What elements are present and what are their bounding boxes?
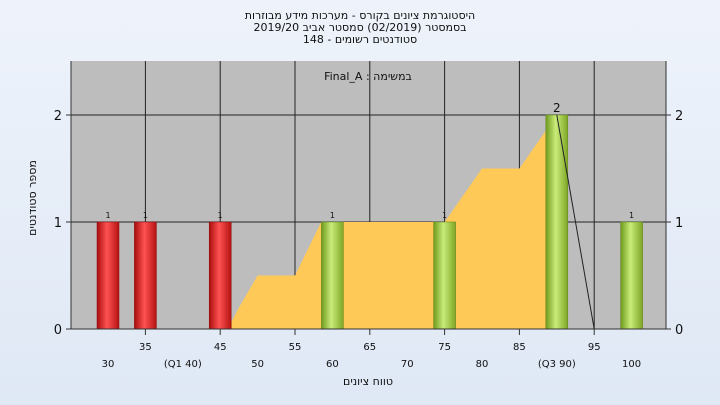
y-axis-left-ticks: 0 1 2 [54,109,71,338]
x-tick-label: 65 [363,342,376,353]
x-tick-label: 70 [401,359,414,370]
y-tick-label-right: 1 [675,216,683,231]
bar-group: 2 [545,101,569,330]
bar-group: 1 [433,211,456,330]
bar [134,221,157,330]
x-tick-label: 100 [622,359,641,370]
bar-data-label: 1 [629,211,634,220]
bar [545,114,569,330]
bar-group: 1 [96,211,120,330]
trend-line [556,114,595,330]
y-axis-label: מספר סטודנטים [26,160,39,236]
bar-group: 1 [208,211,232,330]
x-tick-label: 95 [588,342,601,353]
x-tick-label: 35 [139,342,152,353]
x-tick-label: 80 [476,359,489,370]
bar [433,221,456,330]
bar-group: 1 [321,211,344,330]
bar-data-label: 1 [442,211,447,220]
x-tick-label: 45 [214,342,227,353]
bar-data-label: 1 [218,211,223,220]
bar-data-label: 2 [553,101,561,115]
x-tick-label: 60 [326,359,339,370]
bar [620,221,643,330]
chart-title: היסטוגרמת ציונים בקורס - מערכות מידע מבו… [244,9,476,22]
x-tick-label: (Q3 90) [538,359,576,370]
bar [208,221,232,330]
cumulative-area [227,115,557,329]
x-tick-label: 30 [102,359,115,370]
x-tick-label: 75 [438,342,451,353]
bar-group: 1 [620,211,643,330]
bar-group: 1 [134,211,157,330]
y-axis-right-ticks: 0 1 2 [666,109,683,338]
x-tick-label: (Q1 40) [164,359,202,370]
y-tick-label-right: 2 [675,109,683,124]
x-tick-label: 55 [289,342,302,353]
chart-subtitle: בסמסטר (02/2019) סמסטר אביב 2019/20 [253,21,467,34]
chart-titles: היסטוגרמת ציונים בקורס - מערכות מידע מבו… [0,10,720,46]
y-tick-label: 2 [54,109,62,124]
bar-series: 1 1 1 1 1 2 1 [96,101,643,330]
bar-data-label: 1 [105,211,110,220]
bar [321,221,344,330]
axes [70,61,667,330]
x-tick-label: 85 [513,342,526,353]
x-axis-label: טווח ציונים [343,375,393,388]
x-axis-ticks: 30 35 (Q1 40) 45 50 55 60 65 70 75 80 85 (Q3 90) 95 10… [102,329,641,370]
bar [96,221,120,330]
x-tick-label: 50 [251,359,264,370]
bar-data-label: 1 [143,211,148,220]
registered-students: סטודנטים רשומים - 148 [302,33,418,46]
y-tick-label: 1 [54,216,62,231]
y-tick-label: 0 [54,323,62,338]
task-annotation: במשימה : Final_A [324,70,412,83]
bar-data-label: 1 [330,211,335,220]
y-tick-label-right: 0 [675,323,683,338]
